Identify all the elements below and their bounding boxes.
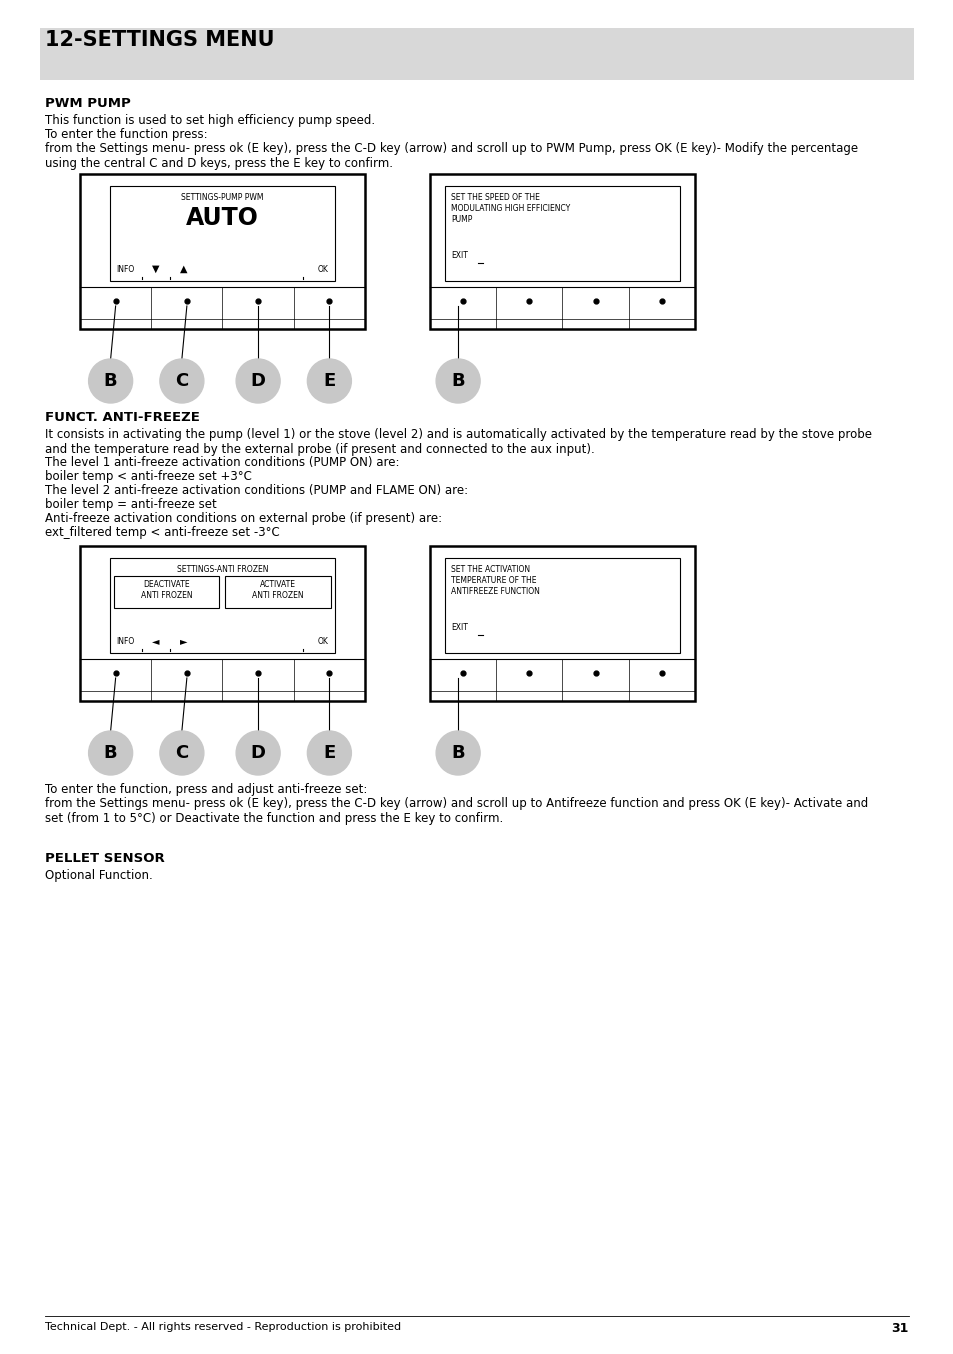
Text: INFO: INFO xyxy=(116,265,134,274)
Text: PELLET SENSOR: PELLET SENSOR xyxy=(45,852,165,865)
Text: ANTI FROZEN: ANTI FROZEN xyxy=(253,590,304,600)
Text: SET THE ACTIVATION: SET THE ACTIVATION xyxy=(451,565,530,574)
Text: FUNCT. ANTI-FREEZE: FUNCT. ANTI-FREEZE xyxy=(45,412,200,424)
Bar xyxy=(110,185,335,282)
Text: C: C xyxy=(175,743,189,762)
Bar xyxy=(225,575,331,608)
Text: SETTINGS-PUMP PWM: SETTINGS-PUMP PWM xyxy=(181,194,263,202)
Text: ext_filtered temp < anti-freeze set -3°C: ext_filtered temp < anti-freeze set -3°C xyxy=(45,525,279,539)
Text: OK: OK xyxy=(317,265,329,274)
Circle shape xyxy=(160,731,204,774)
Text: EXIT: EXIT xyxy=(451,623,467,632)
Text: D: D xyxy=(251,743,265,762)
Bar xyxy=(40,28,913,80)
Circle shape xyxy=(236,731,280,774)
Text: Optional Function.: Optional Function. xyxy=(45,869,152,881)
Circle shape xyxy=(160,359,204,403)
Text: from the Settings menu- press ok (E key), press the C-D key (arrow) and scroll u: from the Settings menu- press ok (E key)… xyxy=(45,798,867,825)
Text: SETTINGS-ANTI FROZEN: SETTINGS-ANTI FROZEN xyxy=(176,565,268,574)
Text: The level 2 anti-freeze activation conditions (PUMP and FLAME ON) are:: The level 2 anti-freeze activation condi… xyxy=(45,483,468,497)
Text: INFO: INFO xyxy=(116,636,134,646)
Text: B: B xyxy=(104,372,117,390)
Circle shape xyxy=(307,359,351,403)
Text: B: B xyxy=(104,743,117,762)
Text: ANTI FROZEN: ANTI FROZEN xyxy=(141,590,193,600)
Text: ►: ► xyxy=(180,636,188,646)
Text: DEACTIVATE: DEACTIVATE xyxy=(143,580,190,589)
Text: boiler temp < anti-freeze set +3°C: boiler temp < anti-freeze set +3°C xyxy=(45,470,252,483)
Bar xyxy=(80,175,365,329)
Text: PWM PUMP: PWM PUMP xyxy=(45,97,131,110)
Circle shape xyxy=(236,359,280,403)
Text: ANTIFREEZE FUNCTION: ANTIFREEZE FUNCTION xyxy=(451,588,539,596)
Text: TEMPERATURE OF THE: TEMPERATURE OF THE xyxy=(451,575,536,585)
Text: ▼: ▼ xyxy=(152,264,159,274)
Bar xyxy=(80,546,365,701)
Text: It consists in activating the pump (level 1) or the stove (level 2) and is autom: It consists in activating the pump (leve… xyxy=(45,428,871,456)
Text: from the Settings menu- press ok (E key), press the C-D key (arrow) and scroll u: from the Settings menu- press ok (E key)… xyxy=(45,142,858,171)
Text: ▲: ▲ xyxy=(180,264,188,274)
Text: MODULATING HIGH EFFICIENCY: MODULATING HIGH EFFICIENCY xyxy=(451,204,570,213)
Bar xyxy=(110,558,335,653)
Text: PUMP: PUMP xyxy=(451,215,472,223)
Circle shape xyxy=(436,359,479,403)
Text: To enter the function, press and adjust anti-freeze set:: To enter the function, press and adjust … xyxy=(45,783,367,796)
Bar xyxy=(444,558,679,653)
Text: SET THE SPEED OF THE: SET THE SPEED OF THE xyxy=(451,194,539,202)
Text: 12-SETTINGS MENU: 12-SETTINGS MENU xyxy=(45,30,274,50)
Bar xyxy=(444,185,679,282)
Bar xyxy=(430,546,695,701)
Text: E: E xyxy=(323,372,335,390)
Text: AUTO: AUTO xyxy=(186,206,258,230)
Bar xyxy=(113,575,219,608)
Text: boiler temp = anti-freeze set: boiler temp = anti-freeze set xyxy=(45,498,216,510)
Text: To enter the function press:: To enter the function press: xyxy=(45,129,208,141)
Text: E: E xyxy=(323,743,335,762)
Text: The level 1 anti-freeze activation conditions (PUMP ON) are:: The level 1 anti-freeze activation condi… xyxy=(45,456,399,468)
Text: B: B xyxy=(451,372,464,390)
Circle shape xyxy=(89,359,132,403)
Text: ◄: ◄ xyxy=(152,636,159,646)
Text: C: C xyxy=(175,372,189,390)
Text: OK: OK xyxy=(317,636,329,646)
Text: D: D xyxy=(251,372,265,390)
Bar xyxy=(430,175,695,329)
Text: This function is used to set high efficiency pump speed.: This function is used to set high effici… xyxy=(45,114,375,127)
Circle shape xyxy=(307,731,351,774)
Circle shape xyxy=(436,731,479,774)
Text: Technical Dept. - All rights reserved - Reproduction is prohibited: Technical Dept. - All rights reserved - … xyxy=(45,1322,400,1332)
Text: B: B xyxy=(451,743,464,762)
Text: 31: 31 xyxy=(891,1322,908,1335)
Text: Anti-freeze activation conditions on external probe (if present) are:: Anti-freeze activation conditions on ext… xyxy=(45,512,441,525)
Circle shape xyxy=(89,731,132,774)
Text: ACTIVATE: ACTIVATE xyxy=(260,580,296,589)
Text: EXIT: EXIT xyxy=(451,250,467,260)
